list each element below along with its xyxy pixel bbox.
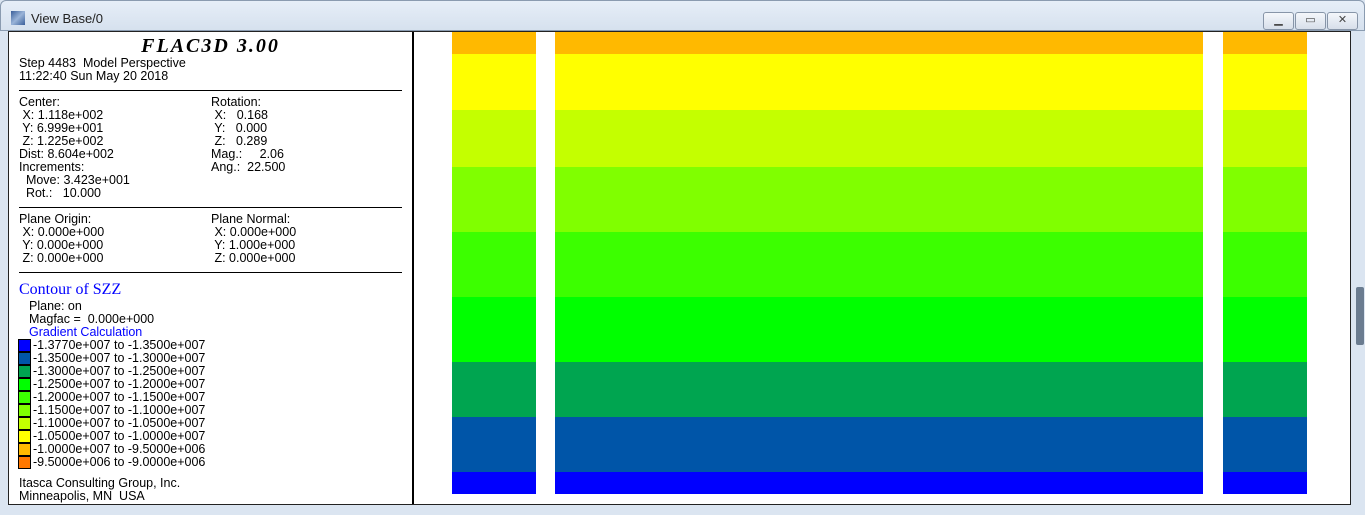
contour-band: [452, 54, 536, 110]
gradient-calculation: Gradient Calculation: [29, 325, 143, 339]
view-frame: FLAC3D 3.00 Step 4483 Model Perspective …: [8, 31, 1351, 505]
contour-band: [1223, 417, 1307, 472]
legend-swatch: [18, 352, 31, 365]
step-text: Step 4483 Model Perspective: [19, 56, 186, 70]
contour-band: [452, 362, 536, 417]
contour-band: [555, 54, 1203, 110]
rotation-x: X: 0.168: [211, 108, 268, 122]
rot-increment: Rot.: 10.000: [19, 186, 101, 200]
plane-origin-x: X: 0.000e+000: [19, 225, 105, 239]
legend-label: -1.0500e+007 to -1.0000e+007: [33, 429, 206, 443]
legend-swatch: [18, 417, 31, 430]
legend-swatch: [18, 443, 31, 456]
contour-band: [1223, 110, 1307, 167]
magfac: Magfac = 0.000e+000: [29, 312, 155, 326]
center-z: Z: 1.225e+002: [19, 134, 104, 148]
rotation-z: Z: 0.289: [211, 134, 268, 148]
contour-band: [1223, 232, 1307, 297]
legend-label: -1.1500e+007 to -1.1000e+007: [33, 403, 206, 417]
plane-normal-z: Z: 0.000e+000: [211, 251, 296, 265]
minimize-button[interactable]: ▁: [1263, 12, 1294, 30]
plane-origin-z: Z: 0.000e+000: [19, 251, 104, 265]
contour-band: [452, 472, 536, 494]
contour-band: [555, 472, 1203, 494]
legend-swatch: [18, 365, 31, 378]
divider: [19, 272, 402, 273]
contour-band: [555, 110, 1203, 167]
plane-normal-y: Y: 1.000e+000: [211, 238, 296, 252]
contour-band: [555, 32, 1203, 54]
legend-label: -9.5000e+006 to -9.0000e+006: [33, 455, 206, 469]
contour-band: [452, 110, 536, 167]
contour-band: [1223, 472, 1307, 494]
plane-origin-label: Plane Origin:: [19, 212, 92, 226]
legend-label: -1.2000e+007 to -1.1500e+007: [33, 390, 206, 404]
datetime-text: 11:22:40 Sun May 20 2018: [19, 69, 169, 83]
company-location: Minneapolis, MN USA: [19, 489, 145, 503]
move-increment: Move: 3.423e+001: [19, 173, 130, 187]
increments-label: Increments:: [19, 160, 85, 174]
flac3d-logo: FLAC3D 3.00: [141, 35, 280, 57]
company-name: Itasca Consulting Group, Inc.: [19, 476, 181, 490]
legend-swatch: [18, 456, 31, 469]
angle: Ang.: 22.500: [211, 160, 286, 174]
contour-band: [555, 167, 1203, 232]
legend-swatch: [18, 339, 31, 352]
plane-normal-x: X: 0.000e+000: [211, 225, 297, 239]
contour-band: [452, 297, 536, 362]
contour-band: [452, 167, 536, 232]
legend-label: -1.0000e+007 to -9.5000e+006: [33, 442, 206, 456]
title-bar: View Base/0 ▁ ▭ ✕: [0, 0, 1365, 31]
contour-band: [555, 232, 1203, 297]
center-x: X: 1.118e+002: [19, 108, 104, 122]
legend-label: -1.2500e+007 to -1.2000e+007: [33, 377, 206, 391]
contour-band: [555, 362, 1203, 417]
rotation-y: Y: 0.000: [211, 121, 268, 135]
dist: Dist: 8.604e+002: [19, 147, 114, 161]
divider: [19, 90, 402, 91]
legend-swatch: [18, 378, 31, 391]
scrollbar-grip[interactable]: [1356, 287, 1364, 345]
contour-band: [452, 232, 536, 297]
legend-swatch: [18, 404, 31, 417]
rotation-label: Rotation:: [211, 95, 262, 109]
close-button[interactable]: ✕: [1327, 12, 1358, 30]
contour-band: [1223, 297, 1307, 362]
legend-swatch: [18, 391, 31, 404]
legend-label: -1.3000e+007 to -1.2500e+007: [33, 364, 206, 378]
contour-plot: [452, 32, 1307, 494]
magnification: Mag.: 2.06: [211, 147, 284, 161]
contour-band: [452, 32, 536, 54]
plane-status: Plane: on: [29, 299, 82, 313]
legend-swatch: [18, 430, 31, 443]
restore-button[interactable]: ▭: [1295, 12, 1326, 30]
contour-band: [452, 417, 536, 472]
window-title: View Base/0: [31, 11, 104, 26]
app-icon: [11, 11, 25, 25]
contour-band: [1223, 54, 1307, 110]
center-label: Center:: [19, 95, 60, 109]
contour-band: [1223, 167, 1307, 232]
center-y: Y: 6.999e+001: [19, 121, 104, 135]
legend-label: -1.3500e+007 to -1.3000e+007: [33, 351, 206, 365]
contour-band: [1223, 32, 1307, 54]
info-panel: FLAC3D 3.00 Step 4483 Model Perspective …: [9, 32, 414, 504]
legend-label: -1.1000e+007 to -1.0500e+007: [33, 416, 206, 430]
contour-band: [555, 297, 1203, 362]
plane-origin-y: Y: 0.000e+000: [19, 238, 104, 252]
contour-band: [555, 417, 1203, 472]
legend-label: -1.3770e+007 to -1.3500e+007: [33, 338, 206, 352]
plane-normal-label: Plane Normal:: [211, 212, 291, 226]
divider: [19, 207, 402, 208]
contour-band: [1223, 362, 1307, 417]
contour-title: Contour of SZZ: [19, 281, 122, 298]
